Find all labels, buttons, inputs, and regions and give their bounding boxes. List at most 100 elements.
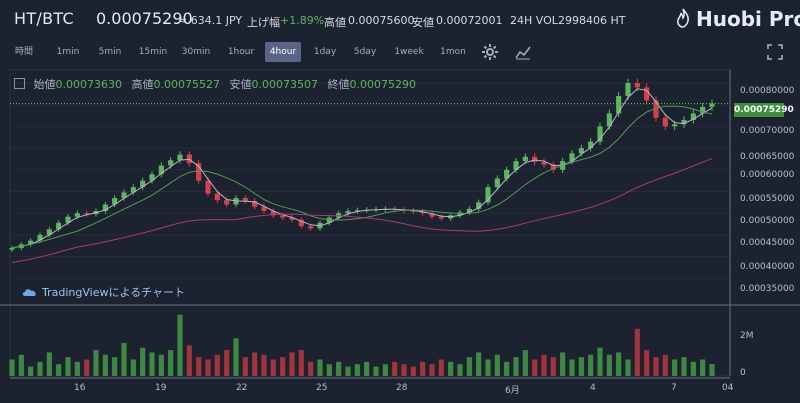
candle — [270, 211, 276, 216]
volume-bar — [653, 357, 659, 376]
change-value: +1.89% — [280, 14, 325, 27]
volume-bar — [93, 350, 99, 376]
volume-bar — [130, 359, 136, 376]
candle — [224, 200, 230, 205]
vol-tick-label: 2M — [740, 331, 754, 341]
volume-bar — [578, 357, 584, 376]
volume-bar — [102, 354, 108, 376]
candle — [504, 169, 510, 179]
volume-bar — [28, 366, 34, 376]
fullscreen-icon[interactable] — [766, 43, 784, 61]
volume-bar — [429, 364, 435, 376]
gear-icon[interactable] — [481, 43, 499, 61]
x-tick-label: 25 — [316, 383, 328, 393]
tab-1min[interactable]: 1min — [56, 47, 80, 57]
y-tick-label: 0.00035000 — [740, 284, 795, 294]
tab-1day[interactable]: 1day — [313, 47, 337, 57]
candle — [112, 198, 118, 205]
volume-bar — [560, 352, 566, 376]
volume-bar — [672, 359, 678, 376]
tab-5day[interactable]: 5day — [353, 47, 377, 57]
volume-bar — [438, 359, 444, 376]
tab-time[interactable]: 時間 — [14, 47, 33, 57]
volume-bar — [476, 352, 482, 376]
volume-bar — [9, 359, 15, 376]
candle — [606, 113, 612, 127]
volume-bar — [158, 354, 164, 376]
volume-bar — [317, 359, 323, 376]
volume-bar — [289, 352, 295, 376]
volume-bar — [298, 350, 304, 376]
y-tick-label: 0.00055000 — [740, 194, 795, 204]
candle — [102, 204, 108, 212]
candle — [308, 226, 314, 229]
huobi-logo: Huobi Pro — [676, 7, 800, 31]
volume-bar — [74, 361, 80, 376]
tradingview-watermark[interactable]: TradingViewによるチャート — [22, 284, 185, 300]
volume-bar — [140, 347, 146, 376]
volume-bar — [634, 328, 640, 376]
timeframe-bar: 時間 1min 5min 15min 30min 1hour 4hour 1da… — [0, 40, 800, 64]
volume-bar — [168, 350, 174, 376]
volume-bar — [261, 354, 267, 376]
y-tick-label: 0.00040000 — [740, 262, 795, 272]
volume-bar — [270, 359, 276, 376]
volume-bar — [242, 357, 248, 376]
candle — [644, 87, 650, 101]
indicator-icon[interactable] — [514, 43, 532, 61]
volume-bar — [420, 361, 426, 376]
candle — [354, 210, 360, 212]
tab-1mon[interactable]: 1mon — [440, 47, 466, 57]
volume-bar — [205, 359, 211, 376]
volume-bar — [485, 359, 491, 376]
candle — [345, 211, 351, 214]
volume-bar — [65, 357, 71, 376]
tab-1hour[interactable]: 1hour — [227, 47, 255, 57]
candle — [662, 117, 668, 127]
low-value: 0.00072001 — [436, 14, 503, 27]
volume-bar — [410, 366, 416, 376]
candle — [177, 154, 183, 161]
tab-5min[interactable]: 5min — [98, 47, 122, 57]
volume-bar — [186, 345, 192, 376]
x-tick-label: 28 — [396, 383, 408, 393]
candle — [569, 153, 575, 162]
last-price: 0.00075290 — [96, 9, 193, 28]
volume-bar — [709, 364, 715, 376]
volume-bar — [382, 364, 388, 376]
volume-bar — [121, 343, 127, 376]
volume-bar — [700, 359, 706, 376]
candle — [700, 106, 706, 114]
candle — [578, 148, 584, 154]
volume-bar — [308, 361, 314, 376]
x-tick-label: 7 — [671, 383, 677, 393]
y-tick-label: 0.00070000 — [740, 126, 795, 136]
tab-4hour[interactable]: 4hour — [265, 42, 301, 62]
candle — [438, 216, 444, 219]
candle — [121, 192, 127, 199]
tab-15min[interactable]: 15min — [138, 47, 168, 57]
candle — [9, 247, 15, 250]
tab-30min[interactable]: 30min — [181, 47, 211, 57]
plot-frame — [9, 69, 731, 377]
collapse-toggle-icon[interactable] — [14, 78, 25, 89]
low-label: 安値 — [229, 78, 252, 91]
candle — [420, 211, 426, 214]
tab-1week[interactable]: 1week — [394, 47, 424, 57]
volume-bar — [56, 364, 62, 376]
volume-bar — [550, 357, 556, 376]
candle — [74, 213, 80, 217]
candle — [616, 96, 622, 114]
volume-bar — [401, 364, 407, 376]
candle — [550, 164, 556, 170]
candle — [653, 100, 659, 118]
high-value: 0.00075527 — [153, 78, 220, 91]
candle — [634, 83, 640, 88]
candle — [513, 161, 519, 170]
volume-bar — [224, 350, 230, 376]
high-label: 高値 — [131, 78, 154, 91]
volume-bar — [252, 352, 258, 376]
volume-bar — [662, 354, 668, 376]
volume-bar — [326, 364, 332, 376]
